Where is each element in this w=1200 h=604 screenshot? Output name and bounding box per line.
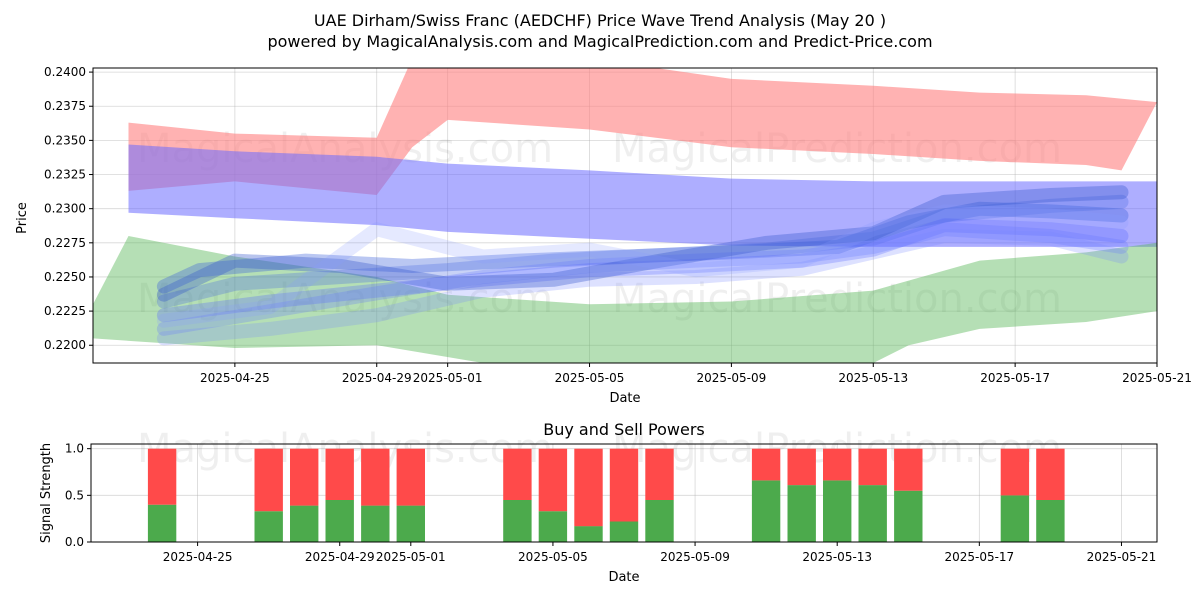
buy-sell-x-axis: 2025-04-25 2025-04-29 2025-05-01 2025-05-05…: [163, 542, 1157, 564]
buy-bar: [645, 500, 674, 542]
buy-bar: [787, 485, 816, 542]
buy-sell-x-tick-label: 2025-05-09: [660, 550, 730, 564]
buy-sell-watermarks: MagicalAnalysis.com MagicalPrediction.co…: [137, 426, 1062, 472]
wave-7: [156, 204, 1129, 328]
buy-bar: [1000, 495, 1030, 542]
price-x-tick-label: 2025-05-09: [697, 371, 767, 385]
buy-bar: [1036, 500, 1065, 542]
price-y-tick-label: 0.2225: [44, 304, 86, 318]
price-y-tick-label: 0.2250: [44, 270, 86, 284]
blue-upper-band: [128, 144, 1157, 247]
sell-bar: [503, 448, 532, 500]
buy-sell-y-tick-label: 1.0: [65, 442, 84, 456]
chart-subtitle: powered by MagicalAnalysis.com and Magic…: [267, 32, 932, 51]
price-y-tick-label: 0.2350: [44, 133, 86, 147]
price-y-tick-label: 0.2275: [44, 236, 86, 250]
sell-bar: [254, 448, 283, 512]
price-x-tick-label: 2025-04-25: [200, 371, 270, 385]
price-y-tick-label: 0.2375: [44, 99, 86, 113]
buy-sell-x-tick-label: 2025-05-05: [518, 550, 588, 564]
price-y-tick-label: 0.2200: [44, 338, 86, 352]
sell-bar: [1036, 448, 1065, 500]
buy-sell-plot-frame: [90, 443, 1158, 543]
sell-bar: [645, 448, 674, 500]
price-y-tick-label: 0.2300: [44, 202, 86, 216]
price-chart: MagicalAnalysis.com MagicalPrediction.co…: [15, 65, 1192, 406]
buy-sell-bars: [147, 448, 1065, 542]
price-y-axis-label: Price: [15, 202, 30, 234]
buy-bar: [823, 480, 852, 542]
sell-bar: [361, 448, 390, 506]
buy-bar: [325, 500, 354, 542]
buy-bar: [609, 521, 639, 542]
sell-bar: [574, 448, 603, 527]
price-y-axis: 0.2200 0.2225 0.2250 0.2275 0.2300 0.2325 0.23…: [44, 65, 93, 352]
buy-sell-x-tick-label: 2025-05-01: [376, 550, 446, 564]
buy-bar: [538, 511, 568, 542]
wave-5: [156, 229, 1129, 346]
sell-bar: [751, 448, 781, 481]
sell-bar: [894, 448, 923, 491]
buy-bar: [290, 505, 319, 542]
wave-4: [156, 222, 1129, 336]
wave-6: [156, 185, 1129, 302]
buy-bar: [894, 490, 923, 542]
buy-sell-y-tick-label: 0.0: [65, 535, 84, 549]
price-bands: [93, 68, 1157, 363]
sell-bar: [858, 448, 887, 486]
buy-bar: [858, 485, 887, 542]
wave-3: [156, 218, 1129, 323]
sell-bar: [290, 448, 319, 506]
price-waves: [156, 185, 1129, 346]
price-x-tick-label: 2025-05-21: [1122, 371, 1192, 385]
buy-sell-y-axis-label: Signal Strength: [39, 443, 54, 543]
sell-bar: [823, 448, 852, 481]
sell-bar: [538, 448, 568, 512]
watermark-magicalprediction: MagicalPrediction.com: [612, 276, 1062, 322]
buy-sell-chart: Buy and Sell Powers MagicalAnalysis.com …: [39, 420, 1158, 585]
price-x-tick-label: 2025-05-17: [980, 371, 1050, 385]
buy-bar: [503, 500, 532, 542]
wave-1: [156, 201, 1129, 294]
buy-bar: [574, 526, 603, 542]
buy-sell-x-tick-label: 2025-04-29: [305, 550, 375, 564]
buy-bar: [361, 505, 390, 542]
buy-sell-x-axis-label: Date: [608, 570, 639, 585]
price-x-axis-label: Date: [609, 391, 640, 406]
sell-bar: [1000, 448, 1030, 496]
buy-sell-x-tick-label: 2025-05-17: [944, 550, 1014, 564]
price-y-tick-label: 0.2325: [44, 168, 86, 182]
price-x-axis: 2025-04-25 2025-04-29 2025-05-01 2025-05-05…: [200, 363, 1192, 385]
buy-sell-title: Buy and Sell Powers: [543, 420, 705, 439]
price-plot-frame: [92, 67, 1158, 364]
price-x-tick-label: 2025-05-05: [555, 371, 625, 385]
buy-sell-y-axis: 0.0 0.5 1.0: [65, 442, 91, 549]
buy-bar: [396, 505, 425, 542]
price-y-tick-label: 0.2400: [44, 65, 86, 79]
buy-sell-x-tick-label: 2025-05-21: [1087, 550, 1157, 564]
buy-sell-x-tick-label: 2025-04-25: [163, 550, 233, 564]
price-x-tick-label: 2025-05-01: [413, 371, 483, 385]
sell-bar: [787, 448, 816, 486]
price-x-tick-label: 2025-05-13: [838, 371, 908, 385]
sell-bar: [609, 448, 639, 522]
watermark-magicalanalysis: MagicalAnalysis.com: [137, 276, 553, 322]
buy-bar: [751, 480, 781, 542]
buy-sell-x-tick-label: 2025-05-13: [802, 550, 872, 564]
sell-bar: [147, 448, 177, 505]
chart-title: UAE Dirham/Swiss Franc (AEDCHF) Price Wa…: [314, 11, 886, 30]
price-x-tick-label: 2025-04-29: [342, 371, 412, 385]
buy-bar: [147, 504, 177, 542]
green-lower-band: [93, 236, 1157, 363]
wave-2: [156, 194, 1129, 309]
sell-bar: [325, 448, 354, 500]
buy-sell-y-tick-label: 0.5: [65, 488, 84, 502]
sell-bar: [396, 448, 425, 506]
buy-bar: [254, 511, 283, 542]
